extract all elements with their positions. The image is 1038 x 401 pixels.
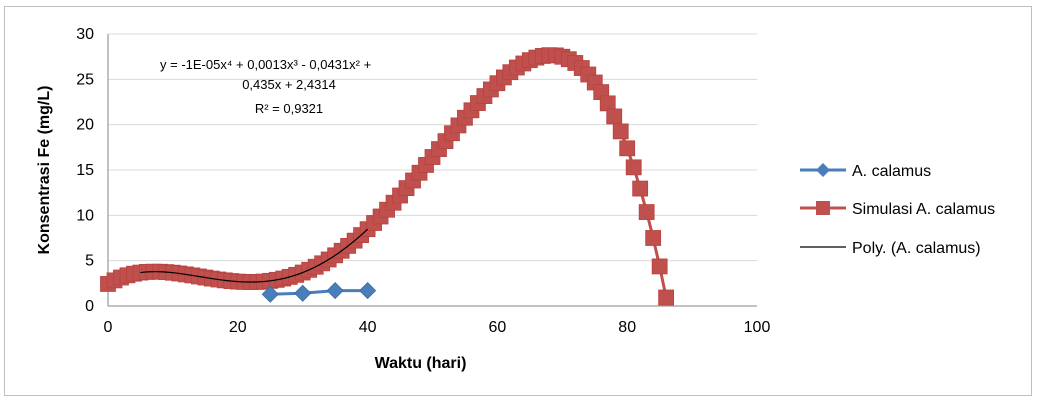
legend-square-marker — [816, 201, 830, 215]
series-simulasi — [101, 48, 674, 305]
a-calamus-marker — [295, 285, 311, 301]
chart-svg: 0 5 10 15 20 25 30 0 20 40 60 80 100 Konsentrasi Fe… — [5, 7, 1033, 397]
y-tick-label: 10 — [76, 207, 94, 224]
x-axis-title: Waktu (hari) — [375, 355, 467, 372]
legend: A. calamus Simulasi A. calamus Poly. (A. c… — [800, 163, 995, 257]
y-tick-label: 30 — [76, 26, 94, 43]
legend-label: A. calamus — [852, 163, 931, 180]
legend-label: Poly. (A. calamus) — [852, 240, 981, 257]
y-tick-label: 0 — [85, 298, 94, 315]
y-tick-label: 15 — [76, 162, 94, 179]
x-tick-labels: 0 20 40 60 80 100 — [104, 319, 771, 336]
legend-label: Simulasi A. calamus — [852, 201, 995, 218]
trendline-equation: y = -1E-05x⁴ + 0,0013x³ - 0,0431x² + 0,4… — [160, 57, 371, 116]
x-tick-label: 60 — [489, 319, 507, 336]
simulasi-marker — [607, 109, 622, 124]
x-tick-label: 0 — [104, 319, 113, 336]
simulasi-marker — [633, 181, 648, 196]
a-calamus-marker — [327, 283, 343, 299]
x-tick-label: 100 — [744, 319, 771, 336]
simulasi-marker — [639, 205, 654, 220]
chart-area: 0 5 10 15 20 25 30 0 20 40 60 80 100 Konsentrasi Fe… — [4, 6, 1032, 396]
simulasi-marker — [659, 290, 674, 305]
a-calamus-line — [270, 291, 367, 295]
r-squared-label: R² = 0,9321 — [255, 101, 323, 116]
simulasi-marker — [620, 141, 635, 156]
simulasi-marker — [652, 259, 667, 274]
y-tick-label: 25 — [76, 71, 94, 88]
simulasi-marker — [646, 230, 661, 245]
y-axis-title: Konsentrasi Fe (mg/L) — [36, 86, 53, 255]
x-tick-label: 40 — [359, 319, 377, 336]
equation-line-2: 0,435x + 2,4314 — [242, 77, 336, 92]
simulasi-marker — [613, 124, 628, 139]
legend-diamond-marker — [816, 163, 830, 177]
x-tick-label: 80 — [618, 319, 636, 336]
x-tick-label: 20 — [229, 319, 247, 336]
y-tick-label: 20 — [76, 117, 94, 134]
equation-line-1: y = -1E-05x⁴ + 0,0013x³ - 0,0431x² + — [160, 57, 371, 72]
y-tick-label: 5 — [85, 253, 94, 270]
y-tick-labels: 0 5 10 15 20 25 30 — [76, 26, 94, 315]
simulasi-marker — [626, 160, 641, 175]
a-calamus-marker — [360, 283, 376, 299]
